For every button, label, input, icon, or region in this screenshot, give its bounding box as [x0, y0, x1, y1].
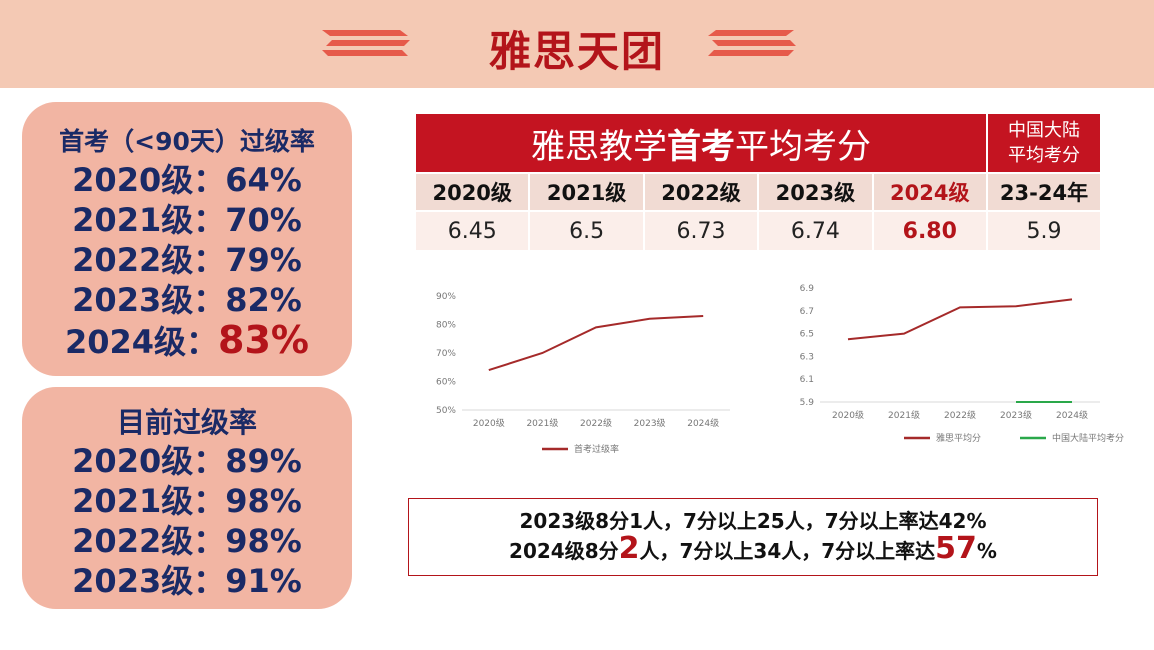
left-stripes-decoration: [322, 30, 410, 56]
score-table-banner: 雅思教学首考平均考分: [416, 114, 986, 172]
x-tick-label: 2021级: [888, 409, 920, 421]
series-line-1: [847, 298, 1073, 341]
first-exam-pass-rate-card: 首考（<90天）过级率 2020级：64% 2021级：70% 2022级：79…: [22, 102, 352, 376]
mainland-banner-line1: 中国大陆: [1008, 120, 1080, 141]
y-tick-label: 90%: [436, 292, 456, 302]
y-tick-label: 5.9: [800, 398, 815, 408]
score-value: 5.9: [988, 212, 1100, 250]
y-tick-label: 6.7: [800, 307, 814, 317]
y-tick-label: 50%: [436, 406, 456, 416]
legend-label: 中国大陆平均考分: [1052, 432, 1124, 444]
rate-value-highlight: 83%: [218, 318, 310, 362]
score-value: 6.74: [759, 212, 872, 250]
rate-row: 2021级：98%: [22, 481, 352, 521]
rate-row: 2022级：79%: [22, 240, 352, 280]
rate-label: 2021级：: [72, 482, 226, 520]
score-table: 雅思教学首考平均考分 中国大陆 平均考分 2020级 2021级 2022级 2…: [414, 114, 1102, 250]
x-tick-label: 2021级: [526, 417, 558, 429]
year-header: 2021级: [530, 174, 643, 210]
header-band: 雅思天团: [0, 0, 1154, 88]
rate-value: 98%: [225, 482, 302, 520]
note-part: 2024级8分: [509, 539, 619, 563]
y-tick-label: 80%: [436, 321, 456, 331]
rate-value: 91%: [225, 562, 302, 600]
banner-suffix: 平均考分: [735, 126, 871, 167]
rate-row: 2021级：70%: [22, 200, 352, 240]
note-part: %: [976, 539, 997, 563]
banner-bold: 首考: [667, 126, 735, 167]
year-header: 2022级: [644, 174, 758, 210]
y-tick-label: 70%: [436, 349, 456, 359]
rate-label: 2024级：: [64, 323, 219, 361]
mainland-banner-line2: 平均考分: [1008, 145, 1080, 166]
legend-label: 雅思平均分: [936, 432, 981, 444]
rate-label: 2020级：: [72, 161, 226, 199]
note-part: 人，7分以上34人，7分以上率达: [639, 539, 936, 563]
rate-label: 2022级：: [72, 241, 226, 279]
average-score-chart: 5.9 6.1 6.3 6.5 6.7 6.9 2020级 2021级 2022级 2023级 20…: [800, 284, 1124, 444]
note-highlight: 57: [935, 531, 977, 566]
rate-value: 82%: [225, 281, 302, 319]
mainland-banner: 中国大陆 平均考分: [988, 114, 1100, 172]
x-tick-label: 2024级: [687, 417, 719, 429]
x-tick-label: 2020级: [832, 409, 864, 421]
score-value: 6.5: [530, 212, 643, 250]
note-line-1: 2023级8分1人，7分以上25人，7分以上率达42%: [519, 509, 987, 533]
legend-label: 首考过级率: [574, 443, 619, 455]
rate-value: 79%: [225, 241, 302, 279]
rate-value: 98%: [225, 522, 302, 560]
score-value-highlight: 6.80: [873, 212, 986, 250]
x-tick-label: 2023级: [1000, 409, 1032, 421]
rate-label: 2022级：: [72, 522, 226, 560]
y-tick-label: 6.5: [800, 330, 814, 340]
page-title: 雅思天团: [488, 27, 665, 76]
first-exam-card-title: 首考（<90天）过级率: [59, 127, 315, 156]
note-box: 2023级8分1人，7分以上25人，7分以上率达42% 2024级8分2人，7分…: [408, 498, 1098, 576]
rate-label: 2020级：: [72, 442, 226, 480]
year-header: 23-24年: [988, 174, 1100, 210]
note-line-2: 2024级8分2人，7分以上34人，7分以上率达57%: [409, 534, 1097, 565]
y-tick-label: 6.1: [800, 375, 814, 385]
rate-value: 70%: [225, 201, 302, 239]
rate-row: 2022级：98%: [22, 521, 352, 561]
rate-label: 2023级：: [72, 562, 226, 600]
series-line-1: [488, 315, 704, 372]
rate-label: 2021级：: [72, 201, 226, 239]
x-tick-label: 2022级: [944, 409, 976, 421]
rate-row: 2020级：89%: [22, 441, 352, 481]
rate-row: 2023级：91%: [22, 561, 352, 601]
score-value: 6.73: [644, 212, 758, 250]
score-value: 6.45: [416, 212, 529, 250]
year-header-highlight: 2024级: [873, 174, 986, 210]
x-tick-label: 2022级: [580, 417, 612, 429]
year-header: 2023级: [759, 174, 872, 210]
rate-row: 2024级：83%: [22, 320, 352, 362]
rate-row: 2020级：64%: [22, 160, 352, 200]
y-tick-label: 6.3: [800, 352, 814, 362]
year-header: 2020级: [416, 174, 529, 210]
x-tick-label: 2020级: [473, 417, 505, 429]
rate-value: 64%: [225, 161, 302, 199]
current-card-title: 目前过级率: [116, 406, 257, 439]
banner-prefix: 雅思教学: [531, 126, 667, 167]
rate-label: 2023级：: [72, 281, 226, 319]
x-tick-label: 2024级: [1056, 409, 1088, 421]
rate-value: 89%: [225, 442, 302, 480]
rate-row: 2023级：82%: [22, 280, 352, 320]
current-pass-rate-card: 目前过级率 2020级：89% 2021级：98% 2022级：98% 2023…: [22, 387, 352, 609]
x-tick-label: 2023级: [634, 417, 666, 429]
y-tick-label: 6.9: [800, 284, 815, 294]
note-highlight: 2: [618, 531, 640, 566]
y-tick-label: 60%: [436, 378, 456, 388]
right-stripes-decoration: [708, 30, 796, 56]
first-exam-rate-chart: 50% 60% 70% 80% 90% 2020级 2021级 2022级 2023级 2024级…: [436, 292, 730, 455]
